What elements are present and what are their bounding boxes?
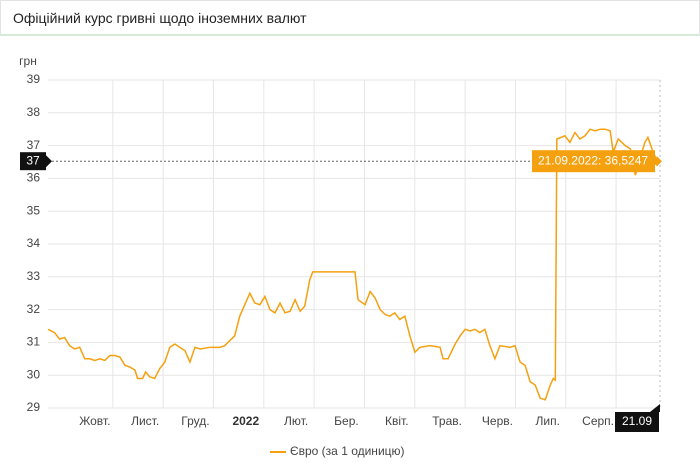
- crosshair-y-label: 37: [26, 153, 40, 167]
- y-tick-label: 38: [27, 105, 41, 119]
- y-tick-label: 34: [27, 236, 41, 250]
- y-tick-label: 32: [27, 302, 41, 316]
- crosshair-x-box: [615, 412, 659, 432]
- point-marker: [651, 156, 662, 167]
- x-tick-label: Лип.: [536, 414, 560, 428]
- y-tick-label: 31: [27, 335, 41, 349]
- x-tick-label: 2022: [232, 414, 259, 428]
- y-tick-label: 35: [27, 203, 41, 217]
- tooltip-box: [532, 150, 655, 173]
- y-tick-label: 36: [27, 171, 41, 185]
- x-tick-label: Лют.: [284, 414, 308, 428]
- x-tick-label: Жовт.: [79, 414, 110, 428]
- x-tick-label: Серп.: [582, 414, 614, 428]
- crosshair-x-pointer: [650, 404, 660, 412]
- x-tick-label: Бер.: [334, 414, 359, 428]
- crosshair-y-pointer: [46, 155, 52, 168]
- x-tick-label: Черв.: [482, 414, 513, 428]
- crosshair-y-box: [20, 152, 46, 171]
- x-tick-label: Трав.: [432, 414, 462, 428]
- y-tick-label: 30: [27, 367, 41, 381]
- line: [47, 128, 658, 401]
- y-tick-label: 29: [27, 400, 41, 414]
- legend-label: Євро (за 1 одиницю): [290, 444, 405, 458]
- y-axis-label: грн: [19, 54, 37, 68]
- x-tick-label: Груд.: [181, 414, 209, 428]
- crosshair-x-label: 21.09: [622, 414, 652, 428]
- y-tick-label: 39: [27, 72, 41, 86]
- y-tick-label: 33: [27, 269, 41, 283]
- x-tick-label: Лист.: [131, 414, 159, 428]
- tooltip: 21.09.2022: 36,5247: [538, 153, 648, 167]
- y-tick-label: 37: [27, 138, 41, 152]
- x-tick-label: Квіт.: [385, 414, 409, 428]
